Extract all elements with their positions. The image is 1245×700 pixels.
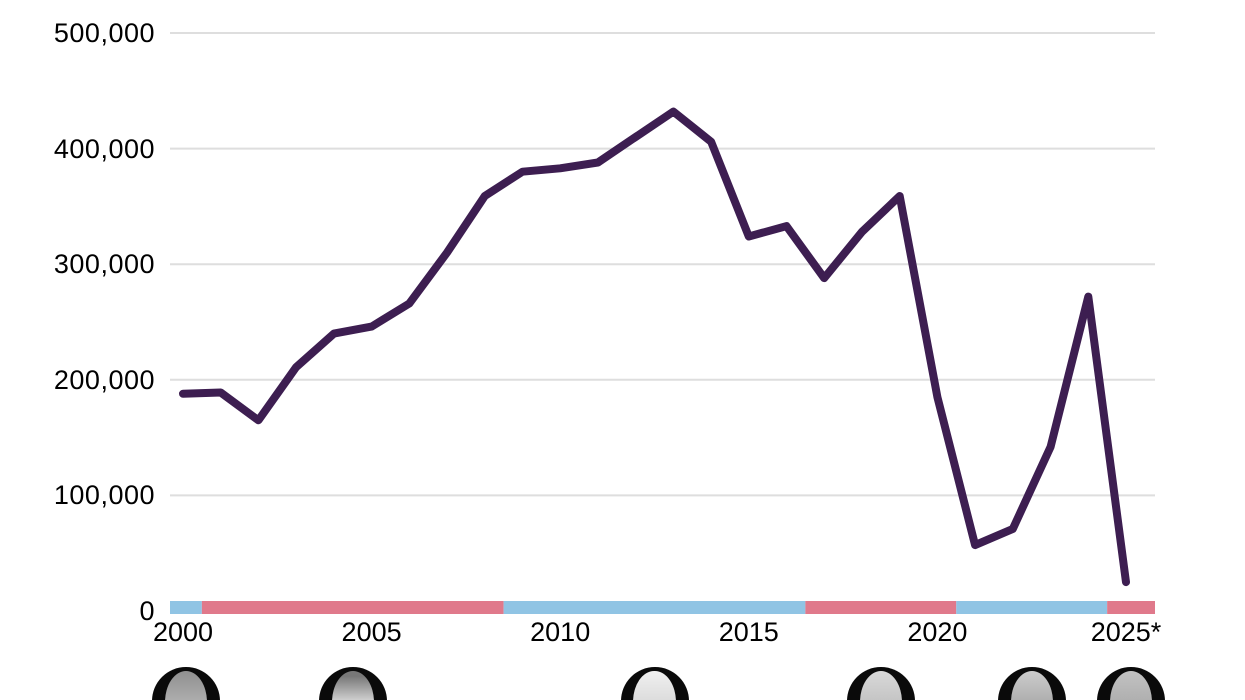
x-tick-label-2015: 2015 <box>718 617 779 647</box>
party-strip-biden-2021 <box>956 601 1108 614</box>
y-tick-label-300000: 300,000 <box>53 249 155 280</box>
x-tick-label-2020: 2020 <box>907 617 968 647</box>
party-strip-obama-2009 <box>503 601 806 614</box>
x-tick-label-2010: 2010 <box>530 617 591 647</box>
y-tick-label-0: 0 <box>139 596 155 626</box>
deportations-line-series <box>179 107 1130 587</box>
y-tick-label-200000: 200,000 <box>53 364 155 395</box>
party-strip-trump-2025 <box>1107 601 1155 614</box>
y-tick-label-400000: 400,000 <box>53 133 155 164</box>
party-strip-clinton-2000 <box>170 601 202 614</box>
x-tick-label-2025: 2025* <box>1090 617 1162 647</box>
party-strip-bush-2001 <box>201 601 504 614</box>
party-strip-trump-2017 <box>805 601 957 614</box>
x-tick-label-2000: 2000 <box>152 617 214 647</box>
x-tick-label-2005: 2005 <box>341 617 402 647</box>
y-tick-label-500000: 500,000 <box>53 18 155 48</box>
y-tick-label-100000: 100,000 <box>53 480 155 511</box>
